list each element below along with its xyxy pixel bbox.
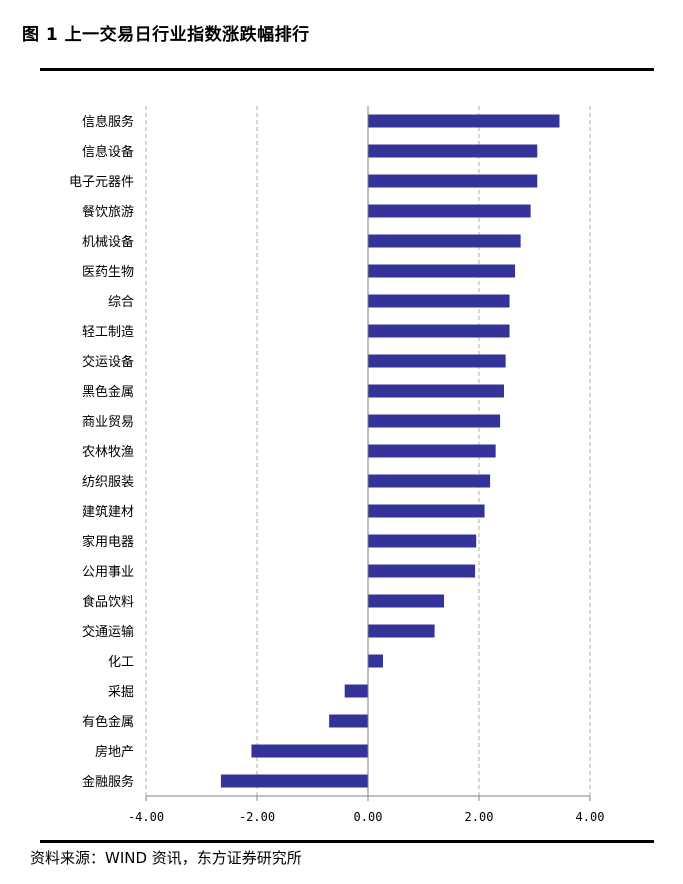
category-label-4: 机械设备 bbox=[82, 234, 134, 250]
bar-9 bbox=[368, 384, 504, 398]
bar-18 bbox=[368, 654, 383, 668]
top-rule bbox=[40, 68, 654, 71]
category-label-8: 交运设备 bbox=[82, 354, 134, 370]
bar-6 bbox=[368, 294, 510, 308]
category-label-9: 黑色金属 bbox=[82, 384, 134, 400]
category-label-16: 食品饮料 bbox=[82, 594, 134, 610]
bar-8 bbox=[368, 354, 506, 368]
bar-16 bbox=[368, 594, 445, 608]
bar-2 bbox=[368, 174, 538, 188]
source-note: 资料来源：WIND 资讯，东方证券研究所 bbox=[30, 849, 302, 867]
category-label-5: 医药生物 bbox=[82, 265, 134, 280]
bar-22 bbox=[220, 774, 368, 788]
bar-19 bbox=[344, 684, 368, 698]
bar-21 bbox=[251, 744, 368, 758]
bar-13 bbox=[368, 504, 485, 518]
x-tick-label-2: 0.00 bbox=[354, 810, 383, 824]
category-label-18: 化工 bbox=[108, 655, 134, 670]
bar-14 bbox=[368, 534, 477, 548]
bar-5 bbox=[368, 264, 516, 278]
bar-0 bbox=[368, 114, 560, 128]
category-label-11: 农林牧渔 bbox=[82, 445, 134, 460]
figure-title: 图 1 上一交易日行业指数涨跌幅排行 bbox=[22, 25, 310, 45]
x-tick-label-1: -2.00 bbox=[239, 810, 275, 824]
category-label-21: 房地产 bbox=[95, 744, 134, 760]
bar-20 bbox=[329, 714, 368, 728]
category-label-15: 公用事业 bbox=[82, 565, 134, 580]
bottom-rule bbox=[40, 840, 654, 843]
category-label-0: 信息服务 bbox=[82, 114, 134, 130]
category-label-13: 建筑建材 bbox=[82, 504, 134, 520]
x-tick-label-4: 4.00 bbox=[576, 810, 605, 824]
category-label-22: 金融服务 bbox=[82, 774, 134, 790]
bar-12 bbox=[368, 474, 491, 488]
x-tick-label-3: 2.00 bbox=[465, 810, 494, 824]
category-label-6: 综合 bbox=[108, 295, 134, 310]
category-labels: 信息服务信息设备电子元器件餐饮旅游机械设备医药生物综合轻工制造交运设备黑色金属商… bbox=[69, 114, 134, 790]
bar-10 bbox=[368, 414, 501, 428]
category-label-7: 轻工制造 bbox=[82, 325, 134, 340]
category-label-19: 采掘 bbox=[108, 685, 134, 700]
category-label-1: 信息设备 bbox=[82, 144, 134, 160]
category-label-17: 交通运输 bbox=[82, 624, 134, 640]
bar-11 bbox=[368, 444, 496, 458]
category-label-20: 有色金属 bbox=[82, 714, 134, 730]
bar-17 bbox=[368, 624, 435, 638]
bars bbox=[220, 114, 560, 788]
category-label-10: 商业贸易 bbox=[82, 415, 134, 430]
x-tick-label-0: -4.00 bbox=[128, 810, 164, 824]
bar-7 bbox=[368, 324, 510, 338]
category-label-12: 纺织服装 bbox=[82, 475, 134, 490]
bar-4 bbox=[368, 234, 521, 248]
axes: -4.00 -2.00 0.00 2.00 4.00 bbox=[128, 106, 605, 824]
category-label-2: 电子元器件 bbox=[69, 175, 134, 190]
bar-15 bbox=[368, 564, 476, 578]
bar-1 bbox=[368, 144, 538, 158]
bar-3 bbox=[368, 204, 531, 218]
category-label-14: 家用电器 bbox=[82, 534, 134, 550]
category-label-3: 餐饮旅游 bbox=[82, 204, 134, 220]
